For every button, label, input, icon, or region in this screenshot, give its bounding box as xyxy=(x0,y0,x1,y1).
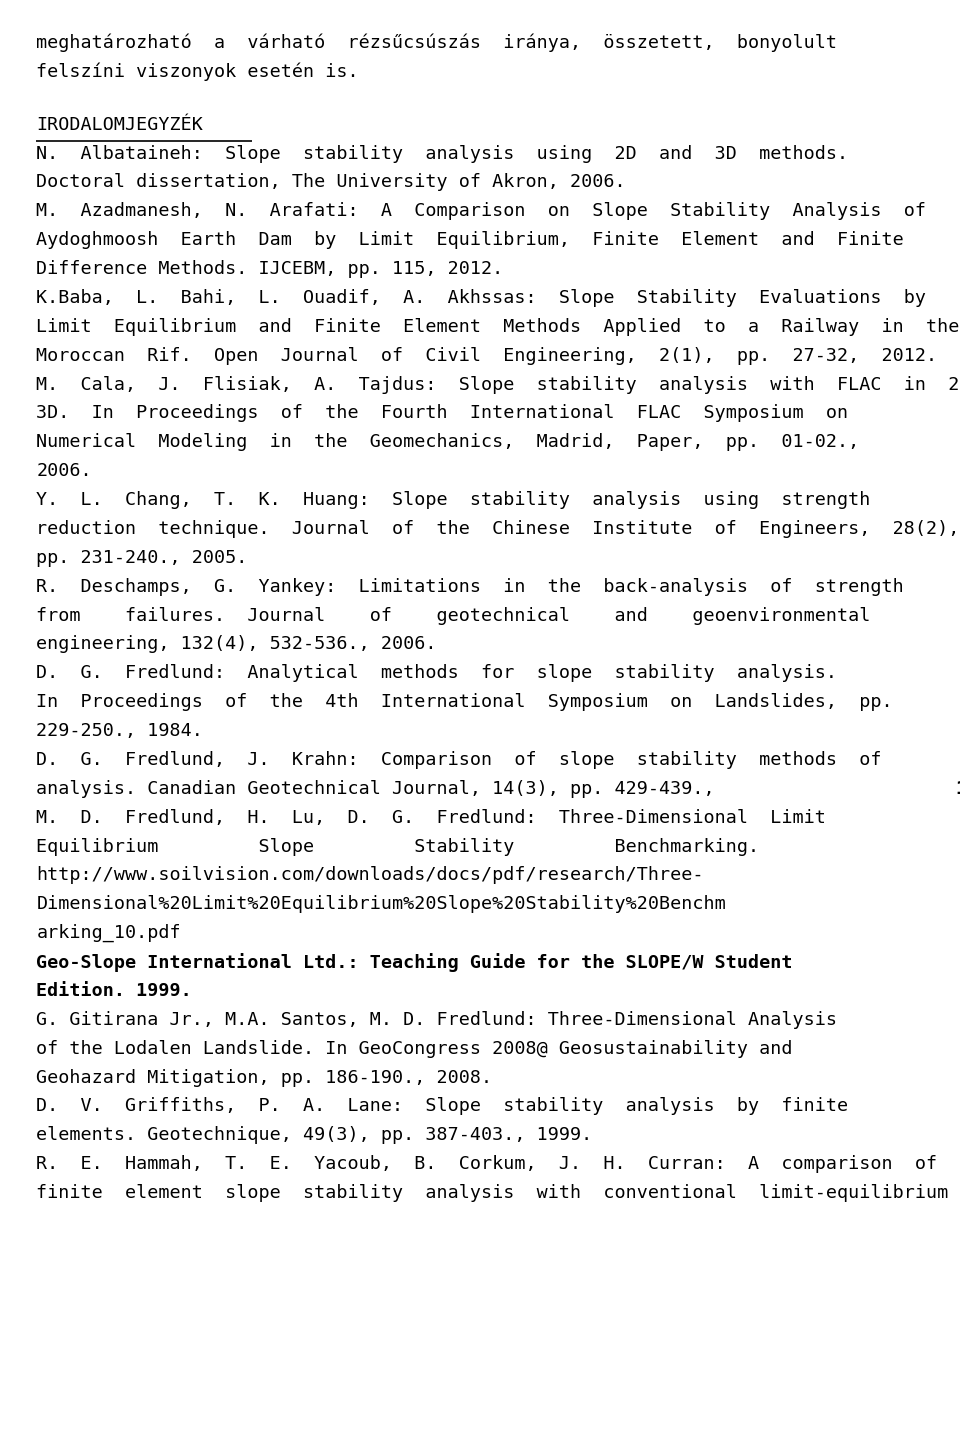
Text: felszíni viszonyok esetén is.: felszíni viszonyok esetén is. xyxy=(36,62,359,81)
Text: pp. 231-240., 2005.: pp. 231-240., 2005. xyxy=(36,549,248,566)
Text: Moroccan  Rif.  Open  Journal  of  Civil  Engineering,  2(1),  pp.  27-32,  2012: Moroccan Rif. Open Journal of Civil Engi… xyxy=(36,347,938,364)
Text: M.  Cala,  J.  Flisiak,  A.  Tajdus:  Slope  stability  analysis  with  FLAC  in: M. Cala, J. Flisiak, A. Tajdus: Slope st… xyxy=(36,376,960,393)
Text: Numerical  Modeling  in  the  Geomechanics,  Madrid,  Paper,  pp.  01-02.,: Numerical Modeling in the Geomechanics, … xyxy=(36,433,860,452)
Text: M.  Azadmanesh,  N.  Arafati:  A  Comparison  on  Slope  Stability  Analysis  of: M. Azadmanesh, N. Arafati: A Comparison … xyxy=(36,202,926,221)
Text: 1977.: 1977. xyxy=(955,780,960,797)
Text: of the Lodalen Landslide. In GeoCongress 2008@ Geosustainability and: of the Lodalen Landslide. In GeoCongress… xyxy=(36,1040,793,1057)
Text: R.  E.  Hammah,  T.  E.  Yacoub,  B.  Corkum,  J.  H.  Curran:  A  comparison  o: R. E. Hammah, T. E. Yacoub, B. Corkum, J… xyxy=(36,1156,938,1173)
Text: 3D.  In  Proceedings  of  the  Fourth  International  FLAC  Symposium  on: 3D. In Proceedings of the Fourth Interna… xyxy=(36,405,849,423)
Text: D.  G.  Fredlund,  J.  Krahn:  Comparison  of  slope  stability  methods  of: D. G. Fredlund, J. Krahn: Comparison of … xyxy=(36,751,882,770)
Text: elements. Geotechnique, 49(3), pp. 387-403., 1999.: elements. Geotechnique, 49(3), pp. 387-4… xyxy=(36,1127,592,1144)
Text: http://www.soilvision.com/downloads/docs/pdf/research/Three-: http://www.soilvision.com/downloads/docs… xyxy=(36,867,704,884)
Text: Equilibrium         Slope         Stability         Benchmarking.: Equilibrium Slope Stability Benchmarking… xyxy=(36,838,759,855)
Text: analysis. Canadian Geotechnical Journal, 14(3), pp. 429-439.,: analysis. Canadian Geotechnical Journal,… xyxy=(36,780,749,797)
Text: arking_10.pdf: arking_10.pdf xyxy=(36,923,181,942)
Text: Doctoral dissertation, The University of Akron, 2006.: Doctoral dissertation, The University of… xyxy=(36,173,626,192)
Text: engineering, 132(4), 532-536., 2006.: engineering, 132(4), 532-536., 2006. xyxy=(36,636,437,653)
Text: from    failures.  Journal    of    geotechnical    and    geoenvironmental: from failures. Journal of geotechnical a… xyxy=(36,607,871,624)
Text: R.  Deschamps,  G.  Yankey:  Limitations  in  the  back-analysis  of  strength: R. Deschamps, G. Yankey: Limitations in … xyxy=(36,578,904,595)
Text: M.  D.  Fredlund,  H.  Lu,  D.  G.  Fredlund:  Three-Dimensional  Limit: M. D. Fredlund, H. Lu, D. G. Fredlund: T… xyxy=(36,809,827,826)
Text: 2006.: 2006. xyxy=(36,462,92,481)
Text: 229-250., 1984.: 229-250., 1984. xyxy=(36,722,204,741)
Text: meghatározható  a  várható  rézsűcsúszás  iránya,  összetett,  bonyolult: meghatározható a várható rézsűcsúszás ir… xyxy=(36,33,837,52)
Text: Limit  Equilibrium  and  Finite  Element  Methods  Applied  to  a  Railway  in  : Limit Equilibrium and Finite Element Met… xyxy=(36,318,960,335)
Text: Dimensional%20Limit%20Equilibrium%20Slope%20Stability%20Benchm: Dimensional%20Limit%20Equilibrium%20Slop… xyxy=(36,896,726,913)
Text: D.  V.  Griffiths,  P.  A.  Lane:  Slope  stability  analysis  by  finite: D. V. Griffiths, P. A. Lane: Slope stabi… xyxy=(36,1098,849,1115)
Text: Difference Methods. IJCEBM, pp. 115, 2012.: Difference Methods. IJCEBM, pp. 115, 201… xyxy=(36,260,504,279)
Text: IRODALOMJEGYZÉK: IRODALOMJEGYZÉK xyxy=(36,116,204,134)
Text: In  Proceedings  of  the  4th  International  Symposium  on  Landslides,  pp.: In Proceedings of the 4th International … xyxy=(36,693,893,711)
Text: Y.  L.  Chang,  T.  K.  Huang:  Slope  stability  analysis  using  strength: Y. L. Chang, T. K. Huang: Slope stabilit… xyxy=(36,491,871,510)
Text: Edition. 1999.: Edition. 1999. xyxy=(36,982,192,1000)
Text: Geo-Slope International Ltd.: Teaching Guide for the SLOPE/W Student: Geo-Slope International Ltd.: Teaching G… xyxy=(36,953,793,971)
Text: D.  G.  Fredlund:  Analytical  methods  for  slope  stability  analysis.: D. G. Fredlund: Analytical methods for s… xyxy=(36,665,837,682)
Text: K.Baba,  L.  Bahi,  L.  Ouadif,  A.  Akhssas:  Slope  Stability  Evaluations  by: K.Baba, L. Bahi, L. Ouadif, A. Akhssas: … xyxy=(36,289,926,306)
Text: N.  Albataineh:  Slope  stability  analysis  using  2D  and  3D  methods.: N. Albataineh: Slope stability analysis … xyxy=(36,145,849,163)
Text: Geohazard Mitigation, pp. 186-190., 2008.: Geohazard Mitigation, pp. 186-190., 2008… xyxy=(36,1069,492,1086)
Text: G. Gitirana Jr., M.A. Santos, M. D. Fredlund: Three-Dimensional Analysis: G. Gitirana Jr., M.A. Santos, M. D. Fred… xyxy=(36,1011,837,1029)
Text: reduction  technique.  Journal  of  the  Chinese  Institute  of  Engineers,  28(: reduction technique. Journal of the Chin… xyxy=(36,520,960,537)
Text: finite  element  slope  stability  analysis  with  conventional  limit-equilibri: finite element slope stability analysis … xyxy=(36,1183,948,1202)
Text: Aydoghmoosh  Earth  Dam  by  Limit  Equilibrium,  Finite  Element  and  Finite: Aydoghmoosh Earth Dam by Limit Equilibri… xyxy=(36,231,904,250)
